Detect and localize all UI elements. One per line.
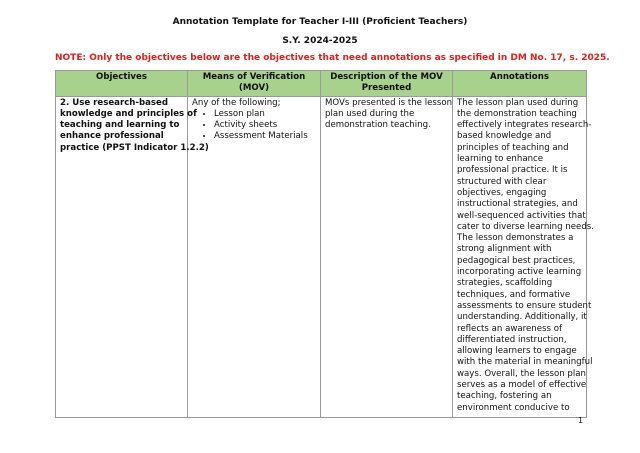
annotation-cell: The lesson plan used during the demonstra…	[452, 95, 594, 418]
text-line: with the material in meaningful	[457, 357, 593, 368]
text-line: well-sequenced activities that	[457, 210, 586, 221]
annotation-text: The lesson plan used during the demonstra…	[457, 97, 594, 414]
text-line: cater to diverse learning needs.	[457, 221, 594, 232]
text-line: learning to enhance	[457, 154, 544, 165]
description-cell: MOVs presented is the lesson plan used du…	[320, 95, 453, 418]
document-title: Annotation Template for Teacher I-III (P…	[172, 17, 468, 27]
text-line: strong alignment with	[457, 244, 552, 255]
text-line: reflects an awareness of	[457, 323, 562, 334]
text-line: effectively integrates research-	[457, 120, 592, 131]
annotation-table: Objectives Means of Verification (MOV) D…	[55, 70, 594, 418]
text-line: teaching, fostering an	[457, 391, 552, 402]
text-line: understanding. Additionally, it	[457, 312, 587, 323]
text-line: structured with clear	[457, 176, 547, 187]
text-line: environment conducive to	[457, 402, 570, 413]
text-line: The lesson plan used during	[457, 97, 579, 108]
text-line: objectives, engaging	[457, 187, 547, 198]
header-objectives: Objectives	[55, 70, 188, 97]
text-line: MOVs presented is the lesson	[325, 97, 453, 108]
objective-cell: 2. Use research-based knowledge and princ…	[55, 95, 209, 418]
text-line: plan used during the	[325, 108, 415, 119]
mov-item: Lesson plan	[214, 109, 316, 120]
mov-intro: Any of the following;	[192, 97, 281, 108]
text-line: strategies, scaffolding	[457, 278, 553, 289]
text-line: allowing learners to engage	[457, 346, 577, 357]
text-line: assessments to ensure student	[457, 300, 592, 311]
text-line: incorporating active learning	[457, 267, 582, 278]
text-line: pedagogical best practices,	[457, 255, 576, 266]
mov-item: Assessment Materials	[214, 131, 316, 142]
text-line: instructional strategies, and	[457, 199, 578, 210]
description-text: MOVs presented is the lesson plan used du…	[325, 97, 453, 132]
table-header-row: Objectives Means of Verification (MOV) D…	[55, 70, 587, 97]
text-line: demonstration teaching.	[325, 120, 431, 131]
text-line: based knowledge and	[457, 131, 552, 142]
text-line: teaching and learning to	[60, 120, 180, 131]
header-description: Description of the MOV Presented	[320, 70, 453, 97]
mov-item: Activity sheets	[214, 120, 316, 131]
text-line: differentiated instruction,	[457, 334, 567, 345]
text-line: professional practice. It is	[457, 165, 568, 176]
mov-cell: Any of the following; Lesson plan Activi…	[187, 95, 321, 418]
text-line: serves as a model of effective	[457, 380, 587, 391]
text-line: ways. Overall, the lesson plan	[457, 368, 586, 379]
text-line: the demonstration teaching	[457, 108, 577, 119]
school-year: S.Y. 2024-2025	[282, 36, 358, 46]
note: NOTE: Only the objectives below are the …	[55, 53, 610, 63]
header-annotations: Annotations	[452, 70, 587, 97]
text-line: techniques, and formative	[457, 289, 571, 300]
text-line: The lesson demonstrates a	[457, 233, 574, 244]
table-row: 2. Use research-based knowledge and princ…	[55, 95, 594, 418]
text-line: enhance professional	[60, 131, 164, 142]
objective-text: 2. Use research-based knowledge and princ…	[60, 97, 209, 154]
header-mov: Means of Verification (MOV)	[187, 70, 321, 97]
mov-list: Lesson plan Activity sheets Assessment M…	[192, 109, 316, 143]
text-line: principles of teaching and	[457, 142, 569, 153]
text-line: 2. Use research-based	[60, 97, 169, 108]
text-line: practice (PPST Indicator 1.2.2)	[60, 142, 209, 153]
page-number: 1	[578, 416, 584, 425]
text-line: knowledge and principles of	[60, 108, 197, 119]
